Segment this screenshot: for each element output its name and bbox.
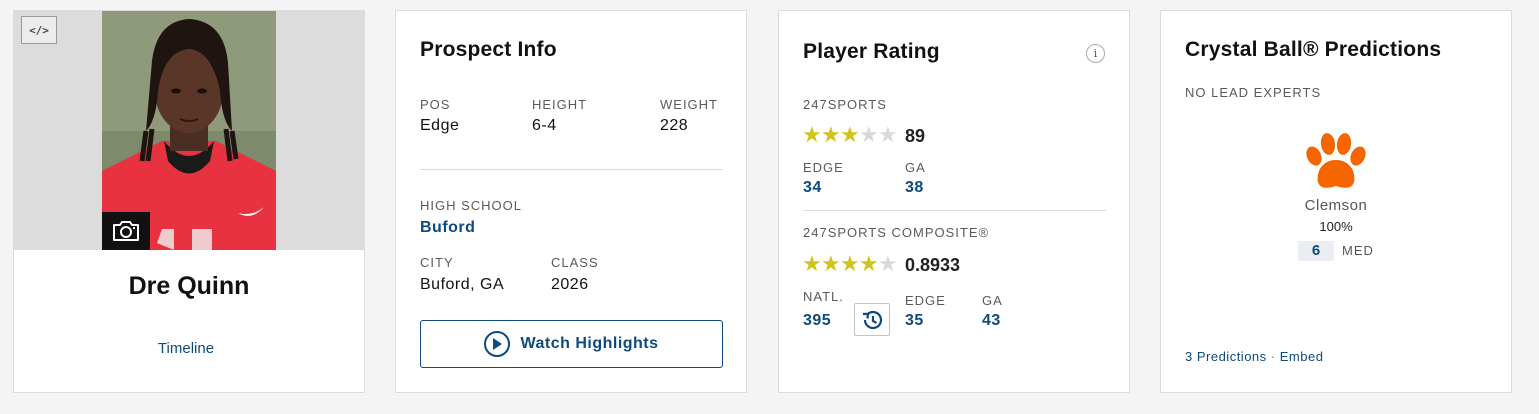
edge-rank-link[interactable]: 34 — [803, 179, 822, 196]
natl-rank-link[interactable]: 395 — [803, 312, 832, 329]
team-name[interactable]: Clemson — [1304, 197, 1368, 214]
photo-gallery-button[interactable] — [102, 212, 150, 250]
ga-rank-link[interactable]: 38 — [905, 179, 924, 196]
camera-icon — [113, 221, 139, 241]
weight-value: 228 — [660, 117, 689, 134]
med-count: 6 — [1298, 241, 1334, 261]
play-circle-icon — [484, 331, 511, 357]
team-percent: 100% — [1319, 219, 1353, 234]
star-icon: ★ — [802, 123, 822, 148]
composite-label: 247SPORTS COMPOSITE® — [803, 225, 990, 240]
composite-stars: ★ ★ ★ ★ ★ — [802, 252, 898, 277]
code-icon: </> — [29, 23, 49, 37]
star-icon: ★ — [840, 123, 860, 148]
class-label: CLASS — [551, 255, 599, 270]
pos-value: Edge — [420, 117, 460, 134]
comp-ga-label: GA — [982, 293, 1003, 308]
star-icon: ★ — [859, 123, 879, 148]
watch-highlights-label: Watch Highlights — [520, 335, 659, 352]
ga-label: GA — [905, 160, 926, 175]
info-icon[interactable]: i — [1086, 44, 1105, 63]
photo-area: </> — [14, 11, 364, 250]
timeline-link[interactable]: Timeline — [157, 340, 215, 357]
natl-label: NATL. — [803, 289, 844, 304]
predictions-link[interactable]: 3 Predictions — [1185, 349, 1267, 364]
divider — [803, 210, 1106, 211]
card-title: Player Rating — [803, 40, 940, 63]
star-icon: ★ — [821, 252, 841, 277]
footer-links: 3 Predictions · Embed — [1185, 349, 1323, 364]
high-school-label: HIGH SCHOOL — [420, 198, 523, 213]
247sports-rating: 89 — [905, 126, 926, 146]
comp-edge-label: EDGE — [905, 293, 946, 308]
tiger-paw-icon[interactable] — [1304, 132, 1368, 194]
star-icon: ★ — [878, 123, 898, 148]
city-label: CITY — [420, 255, 454, 270]
comp-edge-rank-link[interactable]: 35 — [905, 312, 924, 329]
prospect-info-card: Prospect Info POS Edge HEIGHT 6-4 WEIGHT… — [395, 10, 747, 393]
high-school-link[interactable]: Buford — [420, 219, 476, 236]
player-name: Dre Quinn — [128, 272, 250, 300]
embed-link[interactable]: Embed — [1279, 349, 1324, 364]
star-icon: ★ — [859, 252, 879, 277]
card-title: Crystal Ball® Predictions — [1185, 38, 1442, 61]
crystal-ball-card: Crystal Ball® Predictions NO LEAD EXPERT… — [1160, 10, 1512, 393]
comp-ga-rank-link[interactable]: 43 — [982, 312, 1001, 329]
star-icon: ★ — [840, 252, 860, 277]
separator: · — [1270, 349, 1276, 364]
watch-highlights-button[interactable]: Watch Highlights — [420, 320, 723, 368]
embed-code-button[interactable]: </> — [21, 16, 57, 44]
star-icon: ★ — [802, 252, 822, 277]
divider — [420, 169, 723, 170]
weight-label: WEIGHT — [660, 97, 718, 112]
edge-label: EDGE — [803, 160, 844, 175]
player-rating-card: Player Rating i 247SPORTS ★ ★ ★ ★ ★ 89 EDGE … — [778, 10, 1130, 393]
city-value: Buford, GA — [420, 276, 505, 293]
no-lead-experts: NO LEAD EXPERTS — [1185, 85, 1322, 100]
rating-history-button[interactable] — [854, 303, 890, 336]
247sports-stars: ★ ★ ★ ★ ★ — [802, 123, 898, 148]
composite-rating: 0.8933 — [905, 255, 961, 275]
height-value: 6-4 — [532, 117, 557, 134]
247sports-label: 247SPORTS — [803, 97, 887, 112]
star-icon: ★ — [878, 252, 898, 277]
player-card: </> Dre Quinn Timeline — [13, 10, 365, 393]
class-value: 2026 — [551, 276, 589, 293]
history-icon — [862, 310, 883, 329]
star-icon: ★ — [821, 123, 841, 148]
height-label: HEIGHT — [532, 97, 588, 112]
med-label: MED — [1342, 243, 1374, 258]
card-title: Prospect Info — [420, 38, 557, 61]
pos-label: POS — [420, 97, 451, 112]
